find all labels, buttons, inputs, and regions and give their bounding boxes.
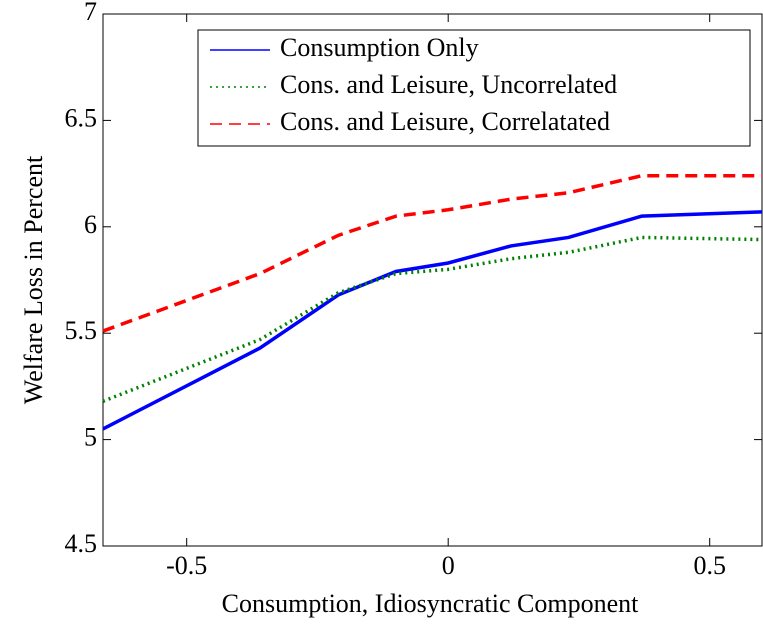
x-tick-label: 0.5: [693, 551, 726, 580]
x-axis-label: Consumption, Idiosyncratic Component: [222, 589, 639, 618]
y-tick-label: 5: [84, 423, 97, 452]
legend-label: Cons. and Leisure, Uncorrelated: [280, 70, 617, 99]
y-tick-label: 7: [84, 0, 97, 26]
data-line: [102, 173, 762, 333]
y-tick-label: 6: [84, 210, 97, 239]
x-tick-label: -0.5: [166, 551, 207, 580]
y-axis-label: Welfare Loss in Percent: [19, 155, 48, 404]
y-tick-label: 5.5: [65, 316, 98, 345]
y-tick-label: 4.5: [65, 529, 98, 558]
data-line: [102, 210, 763, 431]
data-line: [102, 235, 763, 403]
y-tick-label: 6.5: [65, 103, 98, 132]
plot-frame: [102, 13, 763, 547]
legend-label: Consumption Only: [280, 33, 479, 62]
legend-label: Cons. and Leisure, Correlatated: [280, 107, 610, 136]
legend-box: [197, 29, 751, 147]
x-tick-label: 0: [442, 551, 455, 580]
